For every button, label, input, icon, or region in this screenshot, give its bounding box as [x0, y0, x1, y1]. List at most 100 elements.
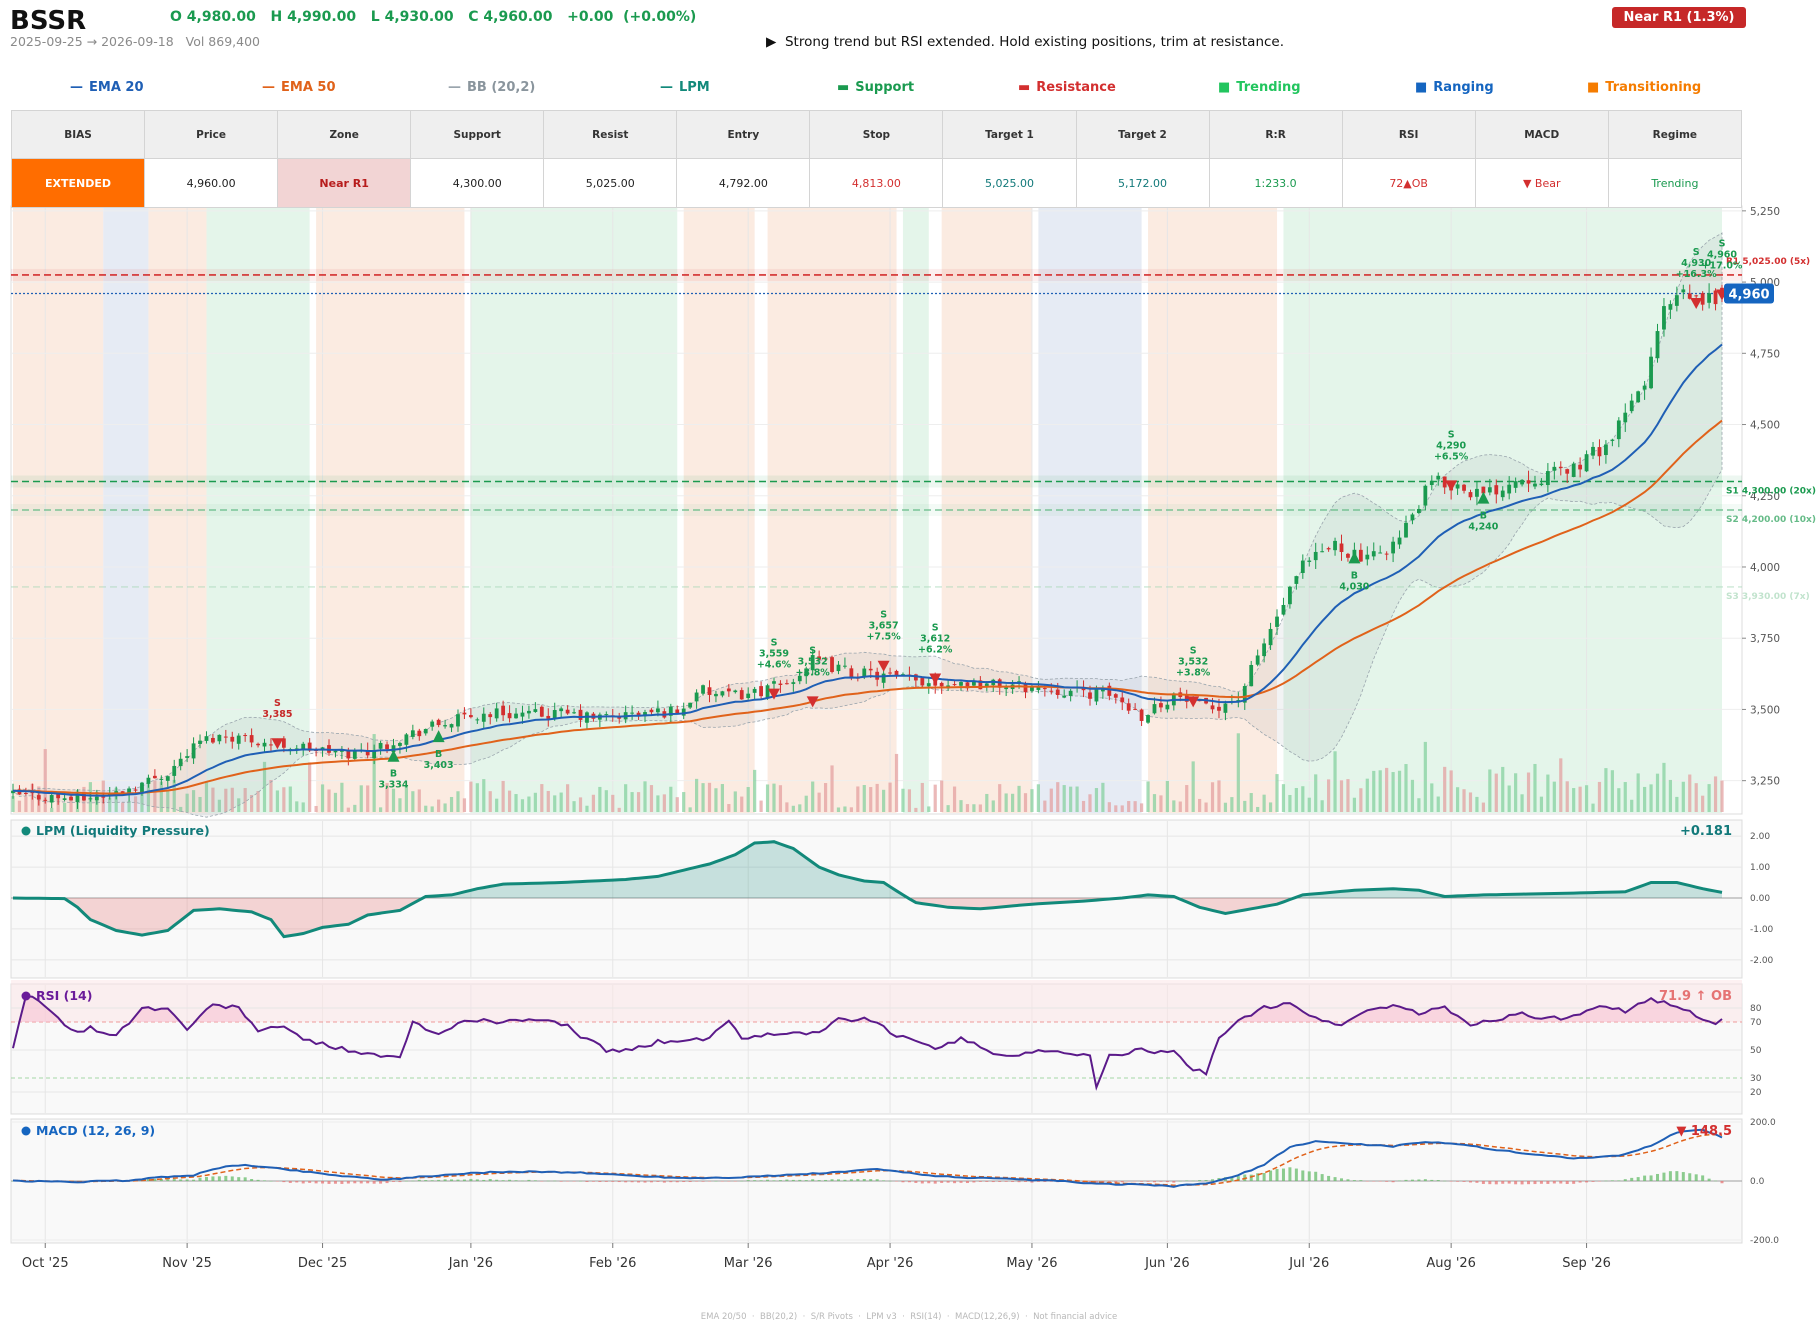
stats-value-stop: 4,813.00 [809, 158, 944, 208]
macd-hist-bar [778, 1180, 782, 1181]
volume-bar [1584, 785, 1589, 812]
volume-bar [69, 791, 73, 812]
macd-hist-bar [1656, 1173, 1660, 1181]
candle-body [423, 728, 428, 734]
macd-hist-bar [1539, 1181, 1543, 1184]
candle-body [1681, 289, 1686, 293]
candle-body [365, 750, 370, 756]
macd-hist-bar [1578, 1181, 1582, 1183]
candle-body [1139, 709, 1144, 721]
candle-body [1713, 290, 1718, 305]
stats-value-target-2: 5,172.00 [1075, 158, 1210, 208]
ticker-symbol: BSSR [10, 6, 87, 36]
macd-hist-bar [695, 1181, 699, 1182]
legend-item-support[interactable]: ▬ Support [837, 80, 914, 95]
macd-hist-bar [688, 1181, 692, 1183]
volume-bar [1094, 788, 1099, 812]
buy-signal-marker [1477, 491, 1490, 504]
volume-bar [507, 790, 512, 812]
candle-body [939, 682, 944, 687]
legend-item-ranging[interactable]: ■ Ranging [1415, 80, 1494, 95]
stats-table: BIAS Price Zone Support Resist Entry Stop Targe… [10, 110, 1743, 208]
macd-tick-label: 200.0 [1750, 1118, 1776, 1128]
macd-hist-bar [630, 1181, 634, 1183]
candle-body [1113, 694, 1118, 698]
legend-item-trending[interactable]: ■ Trending [1218, 80, 1301, 95]
candle-body [1416, 509, 1421, 514]
candle-body [430, 721, 435, 727]
macd-hist-bar [1468, 1181, 1472, 1183]
volume-bar [1462, 789, 1466, 812]
volume-bar [875, 783, 879, 812]
rsi-title: RSI (14) [36, 988, 92, 1003]
volume-bar [740, 796, 744, 812]
candle-body [533, 709, 538, 712]
macd-hist-bar [1333, 1177, 1337, 1181]
volume-bar [378, 807, 383, 812]
macd-hist-bar [985, 1181, 989, 1182]
macd-hist-bar [1127, 1181, 1131, 1182]
legend-item-ema-20[interactable]: — EMA 20 [70, 80, 144, 95]
sell-signal-marker [1187, 696, 1200, 708]
macd-hist-bar [1146, 1181, 1150, 1182]
macd-hist-bar [217, 1176, 221, 1181]
macd-hist-bar [1546, 1181, 1550, 1184]
macd-hist-bar [746, 1180, 750, 1181]
candle-body [185, 756, 190, 758]
volume-bar [1526, 772, 1531, 812]
legend-item-bb-20-2[interactable]: — BB (20,2) [448, 80, 535, 95]
candle-body [810, 655, 815, 671]
legend-item-transitioning[interactable]: ■ Transitioning [1587, 80, 1701, 95]
legend-item-resistance[interactable]: ▬ Resistance [1018, 80, 1116, 95]
stats-value-target-1: 5,025.00 [942, 158, 1077, 208]
volume-bar [43, 749, 47, 812]
candle-body [1088, 692, 1092, 699]
price-tick-label: 4,250 [1750, 491, 1780, 503]
volume-bar [359, 785, 363, 812]
legend-item-lpm[interactable]: — LPM [660, 80, 710, 95]
candle-body [1700, 293, 1705, 305]
volume-bar [920, 782, 924, 812]
candle-body [1674, 295, 1679, 306]
macd-hist-bar [1017, 1181, 1021, 1183]
volume-bar [495, 798, 499, 812]
volume-bar [662, 794, 666, 812]
macd-hist-bar [179, 1179, 183, 1181]
date-range-volume: 2025-09-25 → 2026-09-18 Vol 869,400 [10, 34, 260, 49]
volume-bar [1152, 794, 1157, 812]
volume-bar [230, 787, 234, 812]
candle-body [481, 713, 486, 722]
candle-body [630, 712, 635, 714]
legend-item-ema-50[interactable]: — EMA 50 [262, 80, 336, 95]
candle-body [1152, 704, 1157, 714]
candle-body [43, 799, 48, 801]
macd-hist-bar [1630, 1177, 1634, 1181]
candle-body [62, 798, 67, 800]
lpm-negative-area [13, 898, 1722, 937]
volume-bar [1011, 793, 1015, 812]
macd-hist-bar [656, 1181, 660, 1182]
candle-body [1184, 694, 1189, 702]
volume-bar [578, 797, 583, 812]
candle-body [823, 658, 828, 660]
candle-body [791, 682, 796, 684]
candle-body [352, 750, 357, 759]
volume-bar [933, 784, 937, 812]
sell-signal-marker [929, 673, 942, 685]
volume-bar [1178, 801, 1182, 812]
x-tick-label: Jan '26 [448, 1256, 493, 1271]
macd-hist-bar [1133, 1181, 1137, 1182]
volume-bar [1662, 762, 1666, 812]
candle-body [1552, 466, 1557, 471]
volume-bar [682, 792, 686, 812]
macd-hist-bar [1314, 1171, 1318, 1181]
volume-bar [353, 804, 357, 812]
macd-hist-bar [527, 1179, 531, 1181]
signal-pct-label: +16.3% [1676, 269, 1717, 280]
volume-bar [1572, 788, 1576, 812]
candle-body [1610, 439, 1615, 441]
volume-bar [1410, 779, 1415, 812]
signal-price-label: 3,532 [1178, 656, 1208, 667]
macd-hist-bar [256, 1179, 260, 1181]
macd-hist-bar [1501, 1181, 1505, 1184]
